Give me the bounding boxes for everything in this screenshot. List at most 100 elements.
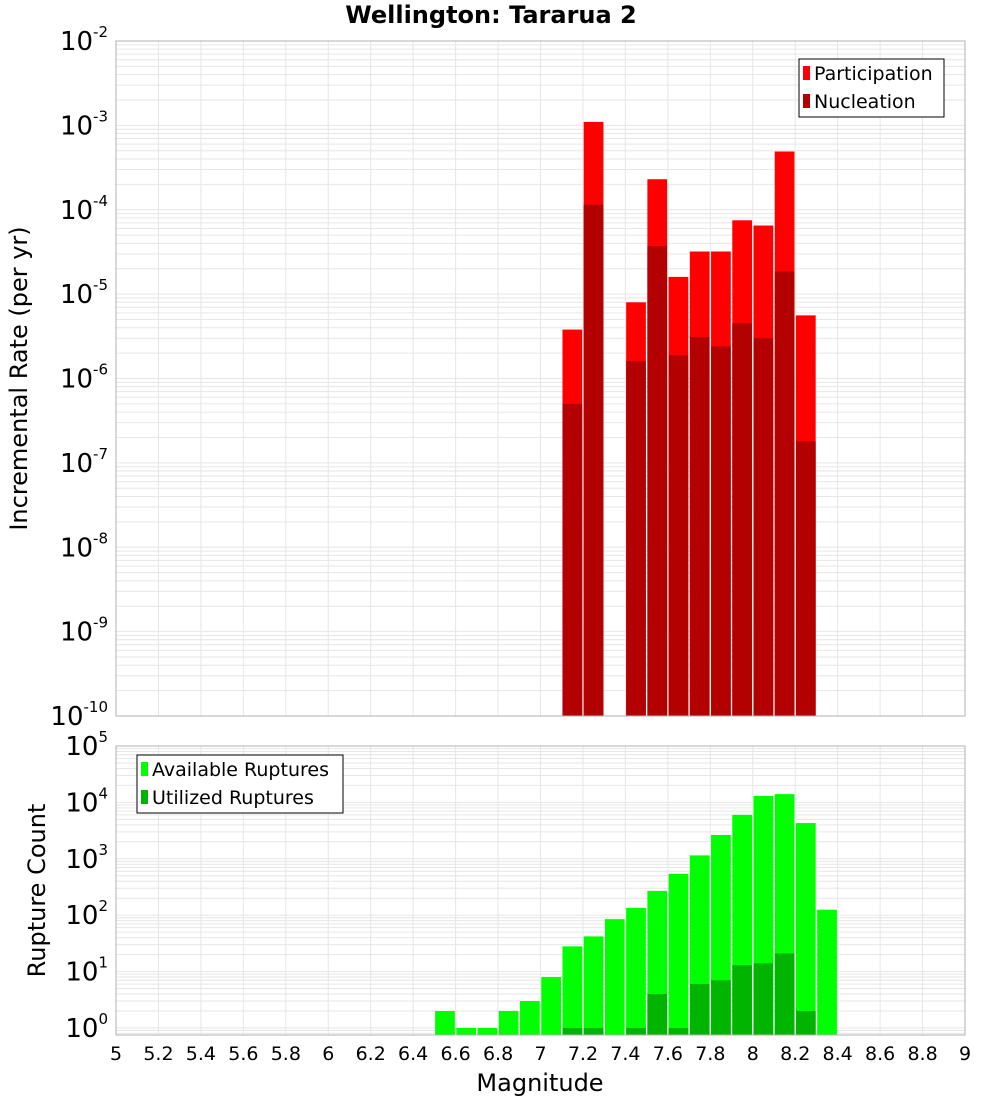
- bar: [711, 980, 731, 1035]
- bar: [753, 963, 774, 1035]
- legend-label: Available Ruptures: [152, 759, 329, 781]
- series-available-ruptures: [435, 794, 837, 1035]
- legend-swatch: [141, 762, 148, 776]
- bar: [689, 984, 710, 1035]
- y-tick-exponent: 0: [98, 1010, 108, 1028]
- series-nucleation: [562, 204, 816, 717]
- bar: [647, 994, 668, 1035]
- y-tick-label: 105: [65, 728, 108, 762]
- y-tick-base: 10: [60, 449, 93, 479]
- x-tick-label: 5.6: [228, 1043, 258, 1065]
- y-tick-label: 10-10: [50, 698, 108, 732]
- y-axis-label: Incremental Rate (per yr): [5, 226, 33, 530]
- y-tick-base: 10: [65, 845, 98, 875]
- x-tick-label: 8: [747, 1043, 759, 1065]
- x-tick-label: 8.4: [823, 1043, 853, 1065]
- y-tick-exponent: -7: [93, 445, 108, 463]
- y-tick-base: 10: [60, 618, 93, 648]
- y-tick-label: 10-2: [60, 23, 108, 57]
- bar: [562, 1027, 583, 1035]
- y-tick-exponent: 4: [98, 784, 108, 802]
- bar: [626, 361, 646, 716]
- x-tick-label: 6.4: [398, 1043, 428, 1065]
- y-tick-exponent: -6: [93, 361, 108, 379]
- y-tick-label: 104: [65, 784, 108, 818]
- y-tick-base: 10: [60, 196, 93, 226]
- plot-frame: [115, 745, 966, 1036]
- y-tick-exponent: -5: [93, 276, 108, 294]
- y-tick-base: 10: [65, 788, 98, 818]
- x-tick-label: 9: [959, 1043, 971, 1065]
- bar: [689, 337, 710, 716]
- y-tick-label: 102: [65, 897, 108, 931]
- x-axis-label: Magnitude: [476, 1069, 603, 1097]
- x-tick-label: 8.6: [865, 1043, 895, 1065]
- bar: [626, 1027, 646, 1035]
- grid: [115, 40, 966, 717]
- series-utilized-ruptures: [562, 953, 816, 1035]
- x-tick-label: 5.4: [186, 1043, 216, 1065]
- bar: [711, 346, 731, 716]
- bar: [541, 977, 561, 1035]
- y-tick-exponent: -2: [93, 23, 108, 41]
- bar: [647, 246, 668, 716]
- y-tick-label: 101: [65, 954, 108, 988]
- bar: [795, 1010, 816, 1035]
- bar: [520, 1001, 540, 1035]
- bar: [668, 873, 689, 1035]
- x-tick-label: 7.4: [610, 1043, 640, 1065]
- legend-swatch: [141, 790, 148, 804]
- legend-label: Nucleation: [814, 91, 916, 113]
- y-tick-base: 10: [60, 280, 93, 310]
- y-axis-label: Rupture Count: [23, 804, 51, 978]
- x-tick-label: 6.2: [356, 1043, 386, 1065]
- x-tick-label: 6.8: [483, 1043, 513, 1065]
- x-tick-label: 6: [322, 1043, 334, 1065]
- x-tick-label: 8.2: [780, 1043, 810, 1065]
- bar: [626, 907, 646, 1035]
- x-tick-label: 5.2: [143, 1043, 173, 1065]
- y-tick-base: 10: [60, 27, 93, 57]
- y-tick-label: 10-3: [60, 107, 108, 141]
- y-tick-exponent: -9: [93, 614, 108, 632]
- x-tick-label: 6.6: [440, 1043, 470, 1065]
- y-tick-exponent: 5: [98, 728, 108, 746]
- y-tick-label: 10-6: [60, 361, 108, 395]
- y-tick-base: 10: [65, 958, 98, 988]
- x-tick-label: 7.2: [568, 1043, 598, 1065]
- y-tick-label: 10-5: [60, 276, 108, 310]
- y-tick-base: 10: [60, 365, 93, 395]
- bar: [817, 909, 837, 1035]
- chart-title: Wellington: Tararua 2: [345, 1, 637, 29]
- y-tick-exponent: -10: [84, 698, 109, 716]
- bar: [435, 1010, 455, 1035]
- bar: [795, 823, 816, 1035]
- x-tick-label: 5.8: [271, 1043, 301, 1065]
- y-tick-base: 10: [65, 1014, 98, 1044]
- legend: Available Ruptures Utilized Ruptures: [136, 754, 344, 814]
- x-tick-label: 8.8: [907, 1043, 937, 1065]
- y-tick-exponent: -8: [93, 529, 108, 547]
- bar: [668, 1027, 689, 1035]
- y-tick-base: 10: [50, 702, 83, 732]
- y-tick-base: 10: [65, 732, 98, 762]
- x-axis: 5 5.2 5.4 5.6 5.8 6 6.2 6.4 6.6 6.8 7 7.2 7.4 7.6 7.8 8…: [110, 1043, 971, 1065]
- x-tick-label: 7.6: [653, 1043, 683, 1065]
- y-tick-base: 10: [60, 111, 93, 141]
- rate-panel: 10-1010-910-810-710-610-510-410-310-2Inc…: [5, 23, 966, 732]
- bar: [795, 441, 816, 716]
- y-tick-exponent: 1: [98, 954, 108, 972]
- bar: [753, 338, 774, 716]
- x-tick-label: 7: [534, 1043, 546, 1065]
- bar: [604, 919, 625, 1035]
- bar: [668, 354, 689, 716]
- legend-label: Participation: [814, 63, 933, 85]
- y-tick-label: 10-7: [60, 445, 108, 479]
- legend-label: Utilized Ruptures: [152, 787, 314, 809]
- legend-swatch: [803, 66, 810, 80]
- bar: [498, 1010, 519, 1035]
